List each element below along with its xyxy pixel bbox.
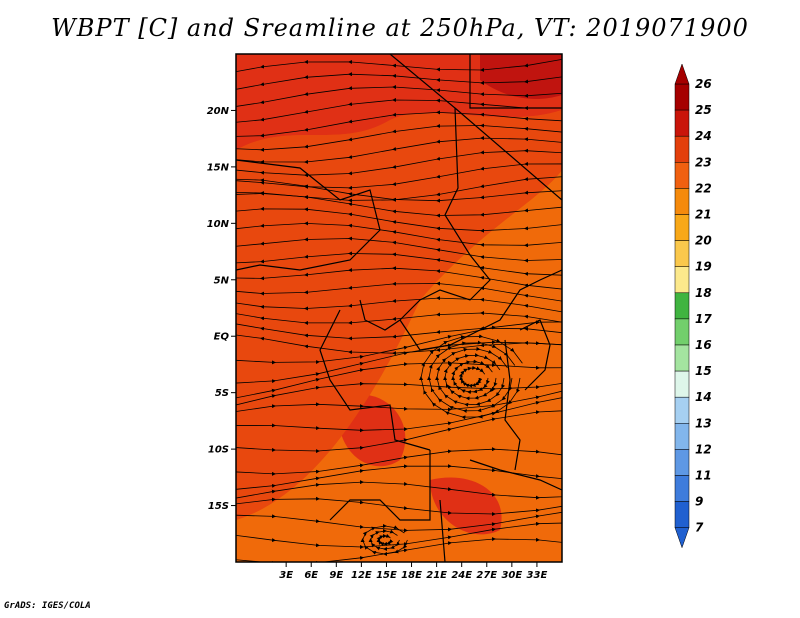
streamline (360, 524, 408, 556)
colorbar-swatch (674, 318, 690, 346)
colorbar: 26 25 24 23 22 21 20 19 18 17 16 15 14 13 12 11 9 7 (674, 63, 712, 549)
country-border (454, 107, 562, 201)
streamline (236, 311, 562, 326)
lon-tick-label: 24E (451, 570, 472, 581)
lat-tick-label: 5N (214, 275, 230, 286)
lon-tick-label: 18E (401, 570, 422, 581)
colorbar-swatch (674, 188, 690, 215)
country-border (389, 54, 491, 321)
map-frame (235, 53, 563, 563)
colorbar-swatch (674, 83, 690, 111)
colorbar-label: 14 (695, 390, 712, 404)
colorbar-label: 21 (695, 208, 712, 222)
lat-tick-label: 20N (207, 106, 230, 117)
country-border (504, 339, 521, 471)
lon-tick-label: 33E (527, 570, 548, 581)
colorbar-label: 17 (695, 312, 712, 326)
lat-tick-label: 10S (208, 445, 229, 456)
lat-tick-label: 5S (215, 388, 229, 399)
country-border (439, 499, 446, 562)
colorbar-swatch (674, 396, 690, 424)
colorbar-swatch (674, 109, 690, 137)
country-border (329, 450, 431, 521)
colorbar-label: 20 (695, 234, 712, 248)
colorbar-swatch (674, 135, 690, 163)
lon-tick-label: 12E (351, 570, 372, 581)
streamline (236, 72, 562, 90)
map-panel (236, 54, 562, 562)
colorbar-swatch (674, 214, 690, 241)
streamlines (236, 58, 562, 562)
colorbar-label: 24 (695, 129, 712, 143)
colorbar-swatch (674, 162, 690, 189)
streamline (236, 496, 562, 517)
colorbar-label: 19 (695, 260, 712, 274)
colorbar-label: 15 (695, 364, 712, 378)
colorbar-label: 13 (695, 416, 712, 430)
streamline (236, 58, 562, 73)
lon-tick-label: 15E (376, 570, 397, 581)
colorbar-swatch (674, 370, 690, 398)
lon-tick-label: 21E (426, 570, 447, 581)
country-border (359, 299, 401, 331)
colorbar-swatch (674, 344, 690, 372)
colorbar-swatch (674, 240, 690, 267)
lat-tick-label: 10N (207, 219, 230, 230)
lat-tick-label: 15N (207, 162, 230, 173)
streamline (236, 281, 562, 302)
colorbar-label: 25 (695, 103, 712, 117)
country-border (319, 309, 431, 451)
country-border (519, 319, 551, 391)
chart-title: WBPT [C] and Sreamline at 250hPa, VT: 20… (51, 14, 749, 42)
lat-tick-label: EQ (214, 332, 230, 343)
colorbar-swatch (674, 449, 690, 476)
colorbar-swatch (674, 266, 690, 294)
colorbar-label: 23 (695, 155, 712, 169)
colorbar-label: 11 (695, 469, 712, 483)
colorbar-label: 22 (695, 181, 712, 195)
colorbar-label: 16 (695, 338, 712, 352)
lat-axis: 20N 15N 10N 5N EQ 5S 10S 15S (207, 106, 236, 512)
colorbar-bottom-arrow (674, 527, 690, 549)
colorbar-label: 12 (695, 442, 712, 456)
country-border (469, 54, 562, 109)
country-border (399, 269, 562, 351)
colorbar-swatch (674, 501, 690, 528)
lon-tick-label: 6E (304, 570, 318, 581)
lon-axis: 3E 6E 9E 12E 15E 18E 21E 24E 27E 30E 33E (279, 562, 547, 581)
credit-label: GrADS: IGES/COLA (4, 601, 91, 611)
colorbar-label: 26 (695, 77, 712, 91)
colorbar-top-arrow (674, 63, 690, 85)
lon-tick-label: 9E (329, 570, 343, 581)
lon-tick-label: 30E (501, 570, 522, 581)
lon-tick-label: 27E (476, 570, 497, 581)
colorbar-swatch (674, 292, 690, 320)
colorbar-swatch (674, 475, 690, 502)
streamline (236, 381, 562, 406)
country-border (469, 459, 562, 491)
colorbar-label: 7 (695, 521, 704, 535)
colorbar-label: 9 (695, 495, 703, 509)
country-border (236, 159, 381, 271)
country-borders (236, 54, 562, 562)
colorbar-label: 18 (695, 286, 712, 300)
lat-tick-label: 15S (208, 501, 229, 512)
lon-tick-label: 3E (279, 570, 293, 581)
streamline (419, 334, 523, 420)
colorbar-swatch (674, 423, 690, 450)
